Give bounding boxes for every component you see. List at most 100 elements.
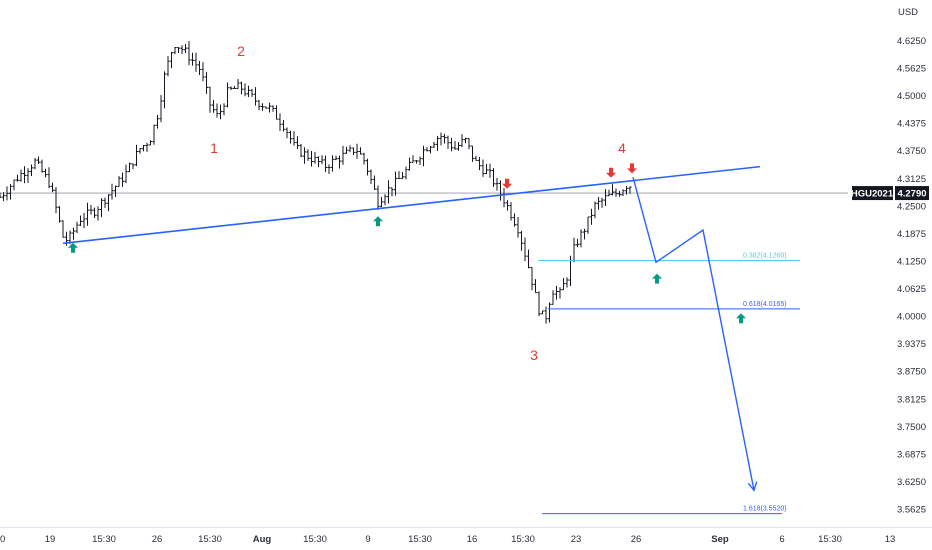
price-bar <box>33 157 37 170</box>
price-bar <box>621 189 625 196</box>
price-bar <box>239 81 244 95</box>
price-bar <box>558 287 562 299</box>
price-bar <box>453 140 457 150</box>
price-bar <box>288 130 293 144</box>
price-bar <box>176 47 181 53</box>
time-tick-label: 16 <box>467 534 478 545</box>
price-bar <box>491 168 496 187</box>
price-bar <box>316 156 321 168</box>
price-bar <box>103 197 107 208</box>
fib-level-label: 0.382(4.1260) <box>743 253 787 260</box>
price-bar <box>540 310 545 315</box>
price-bar <box>124 164 128 184</box>
price-bar <box>327 164 331 175</box>
support-trendline <box>62 165 761 245</box>
price-bar <box>295 136 300 149</box>
price-bar <box>71 227 76 240</box>
price-bar <box>264 106 268 109</box>
price-bar <box>257 99 261 111</box>
price-bar <box>75 221 79 234</box>
last-price-tag[interactable]: 4.2790 <box>895 186 929 201</box>
price-bar <box>628 186 632 194</box>
time-tick-label: 15:30 <box>408 534 432 545</box>
price-bar <box>127 162 132 173</box>
time-tick-label: 9 <box>365 534 370 545</box>
price-bar <box>201 62 205 82</box>
price-bar <box>526 249 531 269</box>
price-bar <box>379 196 384 208</box>
price-bar <box>292 131 296 146</box>
price-bar <box>586 216 590 234</box>
fib-level-label: 1.618(3.5520) <box>743 506 787 513</box>
price-bar <box>309 151 314 167</box>
price-bar <box>439 132 443 146</box>
price-bar <box>470 145 475 162</box>
price-bar <box>166 56 170 77</box>
price-bar <box>12 179 16 191</box>
wave-label-1: 1 <box>210 140 218 156</box>
price-bar <box>344 146 349 154</box>
price-bar <box>425 147 429 152</box>
price-tick-label: 4.2500 <box>897 201 926 212</box>
down-arrow-icon <box>627 163 637 174</box>
price-bar <box>173 47 177 55</box>
price-bar <box>372 175 377 190</box>
price-bar <box>110 183 114 200</box>
price-tick-label: 3.8125 <box>897 394 926 405</box>
price-axis[interactable]: USD 4.6250 4.5625 4.5000 4.4375 4.3750 4.3125… <box>851 7 929 516</box>
price-bar <box>624 186 629 195</box>
price-bar <box>607 189 611 197</box>
time-tick-label: 23 <box>571 534 582 545</box>
price-bar <box>152 124 156 145</box>
price-bar <box>544 306 548 324</box>
price-bar <box>54 187 58 214</box>
time-tick-label: 26 <box>631 534 642 545</box>
price-bar <box>302 147 307 164</box>
time-axis[interactable]: 30 19 15:30 26 15:30 Aug 15:30 9 15:30 16 15:30 23 2… <box>0 527 932 546</box>
price-bar <box>113 185 118 197</box>
price-bar <box>236 78 240 90</box>
price-bar <box>169 52 174 69</box>
symbol-tag[interactable]: HGU2021 <box>851 186 894 201</box>
price-bar <box>22 166 27 184</box>
price-bar <box>561 278 566 291</box>
price-bar <box>26 168 30 183</box>
price-tick-label: 4.0625 <box>897 284 926 295</box>
price-bar <box>477 156 482 171</box>
price-bar <box>5 186 9 201</box>
wave-label-3: 3 <box>530 347 538 363</box>
price-bar <box>43 168 48 178</box>
price-bar <box>362 152 366 165</box>
price-bar <box>418 156 422 165</box>
price-bar <box>530 266 534 291</box>
last-price-tag-value: 4.2790 <box>897 189 926 200</box>
price-bar <box>484 163 489 175</box>
price-bar <box>358 147 363 155</box>
price-bar <box>421 145 426 167</box>
price-tick-label: 3.9375 <box>897 339 926 350</box>
price-bar <box>407 157 412 171</box>
price-bar <box>141 145 146 152</box>
price-bar <box>397 171 401 179</box>
price-tick-label: 3.6875 <box>897 449 926 460</box>
price-tick-label: 4.1875 <box>897 229 926 240</box>
price-bar <box>519 230 524 251</box>
price-bar <box>456 142 461 151</box>
price-bar <box>516 216 520 238</box>
down-arrow-icon <box>502 178 512 189</box>
price-tick-label: 4.4375 <box>897 119 926 130</box>
price-bar <box>190 52 195 66</box>
time-tick-label: 15:30 <box>818 534 842 545</box>
price-bar <box>365 158 370 176</box>
price-tick-label: 3.8750 <box>897 367 926 378</box>
price-bar <box>348 145 352 153</box>
last-price-tag-box <box>895 186 929 201</box>
price-bar <box>131 163 135 170</box>
price-bar <box>120 172 125 187</box>
wave-label-4: 4 <box>618 140 626 156</box>
price-bar <box>600 197 604 208</box>
price-bar <box>589 208 594 225</box>
time-tick-label: 6 <box>779 534 784 545</box>
